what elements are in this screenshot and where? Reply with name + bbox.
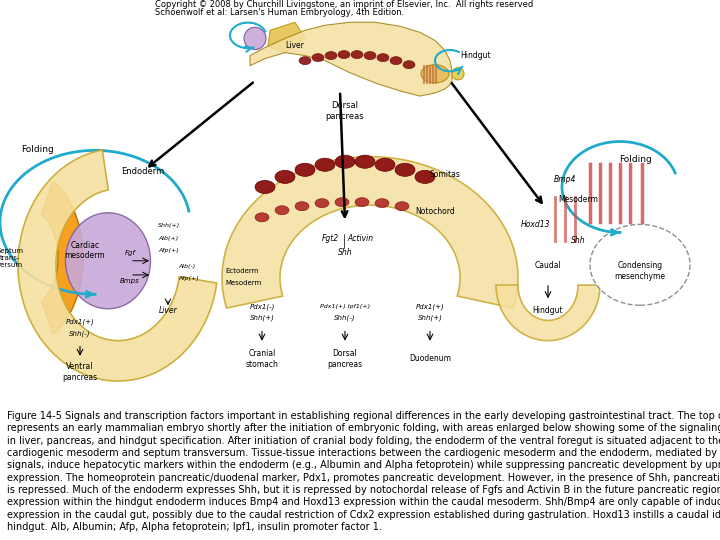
Text: Pdx1(+): Pdx1(+) xyxy=(66,319,94,325)
Text: Shh(+): Shh(+) xyxy=(158,224,180,228)
Text: Septum
trans-
versum: Septum trans- versum xyxy=(0,248,24,268)
Text: expression in the caudal gut, possibly due to the caudal restriction of Cdx2 exp: expression in the caudal gut, possibly d… xyxy=(7,510,720,519)
Text: expression within the hindgut endoderm induces Bmp4 and Hoxd13 expression within: expression within the hindgut endoderm i… xyxy=(7,497,720,507)
Text: Pdx1(-): Pdx1(-) xyxy=(249,303,275,310)
Text: Caudal: Caudal xyxy=(535,261,562,270)
Ellipse shape xyxy=(335,155,355,168)
Ellipse shape xyxy=(244,28,266,50)
Text: Afp(+): Afp(+) xyxy=(178,276,199,281)
Ellipse shape xyxy=(395,163,415,177)
Text: Folding: Folding xyxy=(618,155,652,164)
Text: Fgt2: Fgt2 xyxy=(321,234,338,242)
Text: Liver: Liver xyxy=(158,306,177,315)
Ellipse shape xyxy=(325,51,337,59)
Polygon shape xyxy=(18,150,217,381)
Ellipse shape xyxy=(355,155,375,168)
Text: Hoxd13: Hoxd13 xyxy=(521,220,551,230)
Polygon shape xyxy=(42,181,83,334)
Ellipse shape xyxy=(338,51,350,59)
Text: Activin: Activin xyxy=(347,234,373,242)
Ellipse shape xyxy=(295,201,309,211)
Text: Bmps: Bmps xyxy=(120,278,140,284)
Text: in liver, pancreas, and hindgut specification. After initiation of cranial body : in liver, pancreas, and hindgut specific… xyxy=(7,436,720,446)
Text: Shh: Shh xyxy=(338,248,352,256)
Ellipse shape xyxy=(452,68,464,80)
Ellipse shape xyxy=(255,180,275,193)
Text: Shh(+): Shh(+) xyxy=(250,314,274,321)
Text: Bmp4: Bmp4 xyxy=(554,175,576,184)
Text: hindgut. Alb, Albumin; Afp, Alpha fetoprotein; Ipf1, insulin promoter factor 1.: hindgut. Alb, Albumin; Afp, Alpha fetopr… xyxy=(7,522,382,532)
Text: Condensing
mesenchyme: Condensing mesenchyme xyxy=(614,261,665,281)
Ellipse shape xyxy=(421,65,449,83)
Ellipse shape xyxy=(66,213,150,309)
Ellipse shape xyxy=(375,199,389,208)
Ellipse shape xyxy=(395,201,409,211)
Text: Shh(-): Shh(-) xyxy=(69,330,91,337)
Text: Dorsal
pancreas: Dorsal pancreas xyxy=(325,102,364,121)
Text: Figure 14-5 Signals and transcription factors important in establishing regional: Figure 14-5 Signals and transcription fa… xyxy=(7,411,720,421)
Text: Schoenwolf et al: Larsen's Human Embryology, 4th Edition.: Schoenwolf et al: Larsen's Human Embryol… xyxy=(155,8,404,17)
Text: Shh: Shh xyxy=(571,235,585,245)
Text: Alb(+): Alb(+) xyxy=(158,235,179,240)
Ellipse shape xyxy=(275,170,295,184)
Ellipse shape xyxy=(364,51,376,59)
Text: Fgf: Fgf xyxy=(125,249,135,256)
Text: Duodenum: Duodenum xyxy=(409,354,451,363)
Text: Mesoderm: Mesoderm xyxy=(225,280,261,286)
Text: Afp(+): Afp(+) xyxy=(158,248,179,253)
Text: cardiogenic mesoderm and septum transversum. Tissue-tissue interactions between : cardiogenic mesoderm and septum transver… xyxy=(7,448,720,458)
Ellipse shape xyxy=(377,53,389,62)
Text: Copyright © 2008 by Churchill Livingstone, an imprint of Elsevier, Inc.  All rig: Copyright © 2008 by Churchill Livingston… xyxy=(155,0,534,9)
Ellipse shape xyxy=(403,60,415,69)
Ellipse shape xyxy=(390,57,402,65)
Text: is repressed. Much of the endoderm expresses Shh, but it is repressed by notocho: is repressed. Much of the endoderm expre… xyxy=(7,485,720,495)
Ellipse shape xyxy=(375,158,395,171)
Text: Ectoderm: Ectoderm xyxy=(225,268,258,274)
Text: Pdx1(+) Ipf1(+): Pdx1(+) Ipf1(+) xyxy=(320,304,370,309)
Ellipse shape xyxy=(315,158,335,171)
Text: Notochord: Notochord xyxy=(415,207,455,217)
Ellipse shape xyxy=(255,213,269,222)
Text: Hindgut: Hindgut xyxy=(533,306,563,315)
Text: Folding: Folding xyxy=(22,145,55,154)
Ellipse shape xyxy=(590,225,690,305)
Ellipse shape xyxy=(335,198,349,207)
Polygon shape xyxy=(268,22,305,52)
Text: signals, induce hepatocytic markers within the endoderm (e.g., Albumin and Alpha: signals, induce hepatocytic markers with… xyxy=(7,460,720,470)
Polygon shape xyxy=(250,22,452,96)
Ellipse shape xyxy=(351,51,363,59)
Text: Dorsal
pancreas: Dorsal pancreas xyxy=(328,349,363,368)
Text: Shh(+): Shh(+) xyxy=(418,314,442,321)
Ellipse shape xyxy=(275,206,289,215)
Text: Shh(-): Shh(-) xyxy=(334,314,356,321)
Polygon shape xyxy=(496,285,600,341)
Text: Pdx1(+): Pdx1(+) xyxy=(415,303,444,310)
Ellipse shape xyxy=(415,170,435,184)
Ellipse shape xyxy=(315,199,329,208)
Text: Endoderm: Endoderm xyxy=(122,167,165,177)
Text: Cardiac
mesoderm: Cardiac mesoderm xyxy=(65,241,105,260)
Text: Liver: Liver xyxy=(286,41,305,50)
Ellipse shape xyxy=(312,53,324,62)
Ellipse shape xyxy=(295,163,315,177)
Text: Somitas: Somitas xyxy=(430,170,461,179)
Text: Alb(-): Alb(-) xyxy=(178,264,195,269)
Text: Cranial
stomach: Cranial stomach xyxy=(246,349,279,368)
Text: Hindgut: Hindgut xyxy=(460,51,490,60)
Text: expression. The homeoprotein pancreatic/duodenal marker, Pdx1, promotes pancreat: expression. The homeoprotein pancreatic/… xyxy=(7,472,720,483)
Text: represents an early mammalian embryo shortly after the initiation of embryonic f: represents an early mammalian embryo sho… xyxy=(7,423,720,433)
Text: Mesoderm: Mesoderm xyxy=(558,195,598,204)
Ellipse shape xyxy=(299,57,311,65)
Text: Ventral
pancreas: Ventral pancreas xyxy=(63,362,98,382)
Ellipse shape xyxy=(355,198,369,207)
Polygon shape xyxy=(222,157,518,308)
